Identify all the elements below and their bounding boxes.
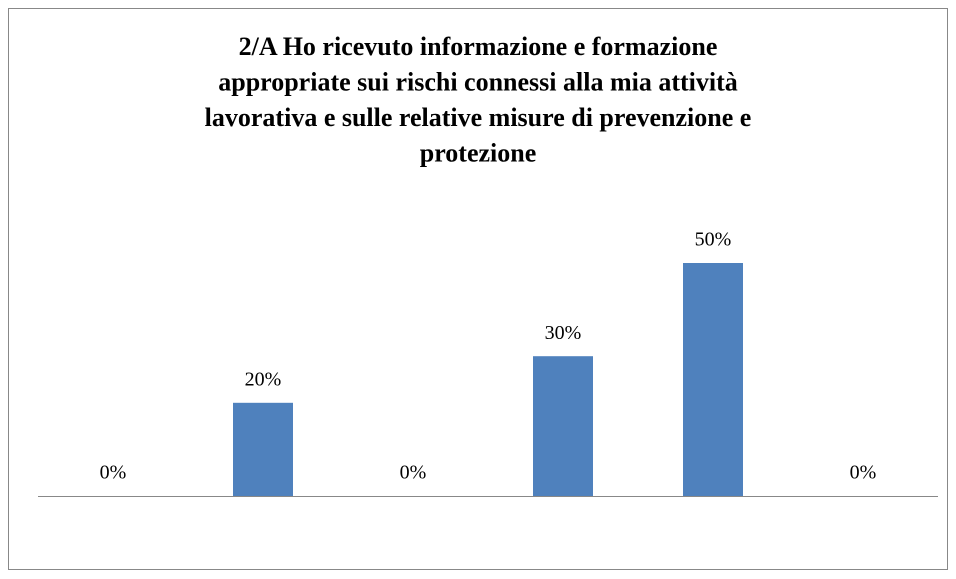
value-label: 0% [400,462,427,484]
chart-title: appropriate sui rischi connessi alla mia… [218,67,738,96]
value-label: 50% [695,229,732,251]
chart-title: protezione [420,138,537,167]
chart-border [8,8,948,570]
bar [233,402,293,496]
bar [533,356,593,496]
value-label: 0% [100,462,127,484]
chart-title: lavorativa e sulle relative misure di pr… [205,103,752,132]
chart-title: 2/A Ho ricevuto informazione e formazion… [239,32,718,61]
value-label: 0% [850,462,877,484]
bar [683,263,743,496]
value-label: 20% [245,368,282,390]
value-label: 30% [545,322,582,344]
